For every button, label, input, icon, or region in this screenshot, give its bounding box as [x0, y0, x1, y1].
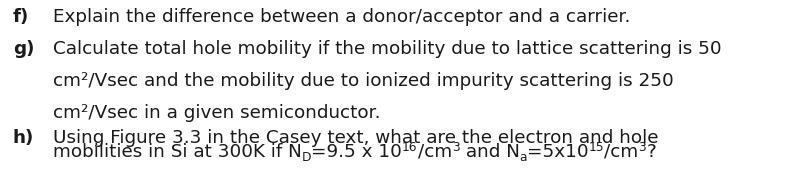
Text: f): f) [13, 8, 29, 26]
Text: cm²/Vsec in a given semiconductor.: cm²/Vsec in a given semiconductor. [53, 104, 380, 122]
Text: a: a [519, 151, 526, 164]
Text: cm²/Vsec and the mobility due to ionized impurity scattering is 250: cm²/Vsec and the mobility due to ionized… [53, 72, 673, 90]
Text: 3: 3 [451, 141, 459, 154]
Text: Explain the difference between a donor/acceptor and a carrier.: Explain the difference between a donor/a… [53, 8, 629, 26]
Text: Using Figure 3.3 in the Casey text, what are the electron and hole: Using Figure 3.3 in the Casey text, what… [53, 129, 658, 147]
Text: =5x10: =5x10 [526, 143, 588, 161]
Text: /cm: /cm [417, 143, 451, 161]
Text: 15: 15 [588, 141, 603, 154]
Text: and N: and N [459, 143, 519, 161]
Text: 16: 16 [401, 141, 417, 154]
Text: Calculate total hole mobility if the mobility due to lattice scattering is 50: Calculate total hole mobility if the mob… [53, 40, 721, 58]
Text: D: D [302, 151, 311, 164]
Text: /cm: /cm [603, 143, 637, 161]
Text: h): h) [13, 129, 34, 147]
Text: 3: 3 [637, 141, 646, 154]
Text: g): g) [13, 40, 34, 58]
Text: ?: ? [646, 143, 655, 161]
Text: =9.5 x 10: =9.5 x 10 [311, 143, 401, 161]
Text: mobilities in Si at 300K if N: mobilities in Si at 300K if N [53, 143, 302, 161]
